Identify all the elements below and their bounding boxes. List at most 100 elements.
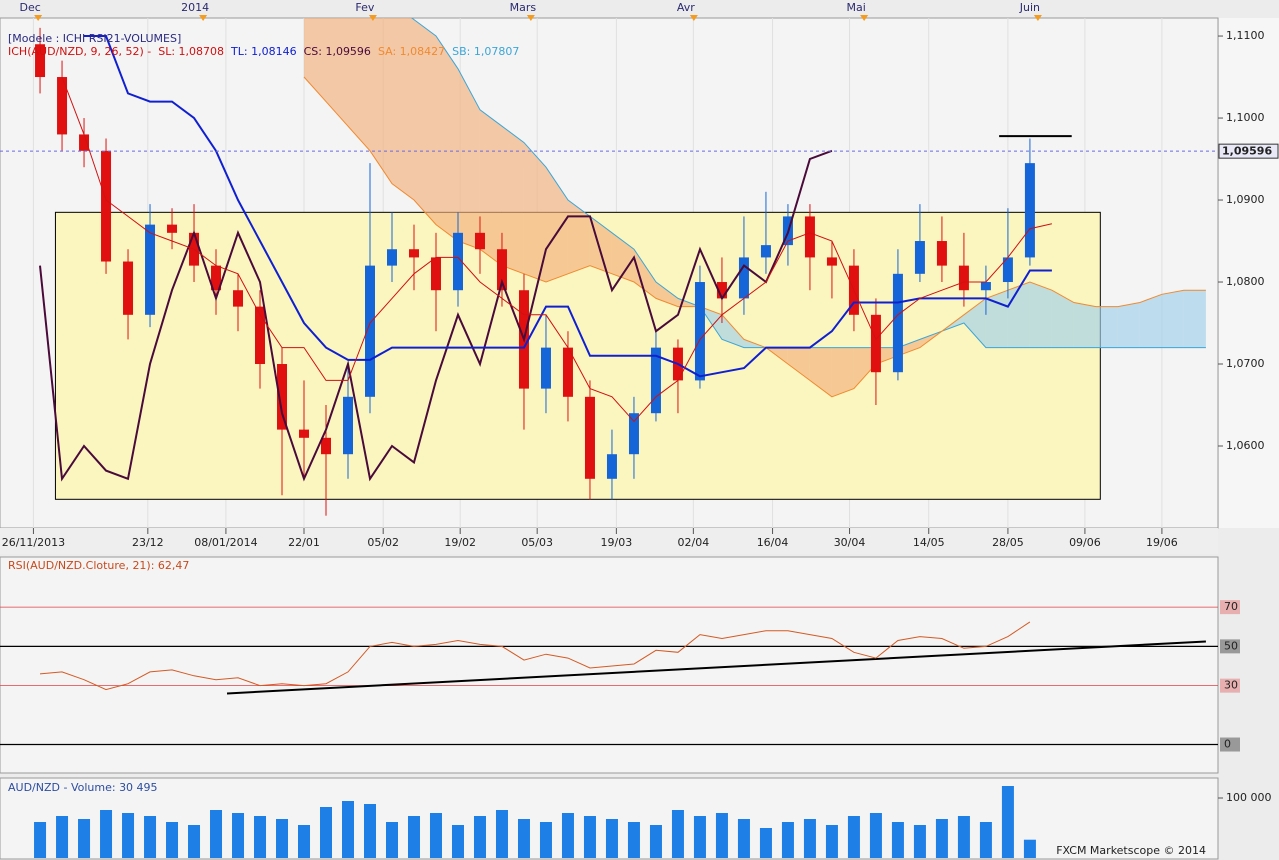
candle-body xyxy=(540,347,551,389)
ichimoku-line xyxy=(39,149,833,482)
volume-bar xyxy=(100,810,113,858)
candle-body xyxy=(35,44,46,78)
cloud xyxy=(457,68,480,250)
x-tick-label: 16/04 xyxy=(757,536,789,549)
last-price-label: 1,09596 xyxy=(1222,145,1272,158)
volume-bar xyxy=(232,813,245,858)
legend-entry: CS: 1,09596 xyxy=(304,45,371,58)
volume-bar xyxy=(671,810,684,858)
x-tick-label: 08/01/2014 xyxy=(194,536,257,549)
y-tick-label: 1,0600 xyxy=(1226,439,1265,452)
month-marker xyxy=(368,15,377,21)
candle-body xyxy=(233,290,244,307)
volume-bar xyxy=(847,816,860,858)
rsi-title: RSI(AUD/NZD.Cloture, 21): 62,47 xyxy=(8,559,189,572)
y-tick-label: 0 xyxy=(1224,738,1231,751)
candle-body xyxy=(343,396,353,455)
volume-bar xyxy=(342,801,354,858)
tick-box xyxy=(1220,737,1240,752)
cloud xyxy=(1073,302,1096,348)
legend-entry: TL: 1,08146 xyxy=(230,45,297,58)
candle-body xyxy=(145,224,156,315)
cloud xyxy=(348,18,370,151)
volume-bar xyxy=(320,807,333,858)
x-tick-label: 02/04 xyxy=(678,536,710,549)
cloud xyxy=(1029,282,1052,348)
cloud xyxy=(435,36,458,242)
y-tick-label: 1,0900 xyxy=(1226,193,1265,206)
candle-body xyxy=(123,261,134,315)
volume-bar xyxy=(210,810,223,858)
senkou-line xyxy=(411,18,1206,349)
cloud xyxy=(611,232,634,283)
x-tick-label: 28/05 xyxy=(992,536,1024,549)
candle-body xyxy=(628,413,639,455)
candle-body xyxy=(980,282,991,291)
candle-body xyxy=(211,265,222,291)
cloud xyxy=(1139,294,1162,348)
cloud xyxy=(897,339,920,356)
volume-bar xyxy=(803,819,816,858)
candle-body xyxy=(936,241,947,266)
volume-bar xyxy=(561,813,574,858)
volume-title: AUD/NZD - Volume: 30 495 xyxy=(8,781,158,794)
legend: ICH(AUD/NZD, 9, 26, 52) - SL: 1,08708 TL: … xyxy=(8,45,519,58)
y-tick-label: 1,1100 xyxy=(1226,29,1265,42)
candle-body xyxy=(694,282,705,381)
candle-body xyxy=(584,396,595,479)
x-tick-label: 30/04 xyxy=(834,536,866,549)
volume-bar xyxy=(935,819,948,858)
candle-body xyxy=(452,232,463,291)
volume-bar xyxy=(473,816,486,858)
cloud xyxy=(304,18,327,102)
volume-bar xyxy=(1023,839,1036,858)
volume-bar xyxy=(298,825,311,858)
candle-body xyxy=(562,347,573,397)
volume-bar xyxy=(1001,786,1014,858)
ichimoku-line xyxy=(84,35,1052,378)
volume-bar xyxy=(583,816,596,858)
candle-body xyxy=(738,257,749,299)
volume-bar xyxy=(122,813,135,858)
candle-body xyxy=(255,306,266,365)
volume-bar xyxy=(429,813,442,858)
x-tick-label: 05/02 xyxy=(367,536,399,549)
x-tick-label: 14/05 xyxy=(913,536,945,549)
x-tick-label: 23/12 xyxy=(132,536,164,549)
y-tick-label: 50 xyxy=(1224,639,1238,652)
volume-bar xyxy=(451,825,464,858)
tick-box xyxy=(1220,678,1240,693)
month-label: Dec xyxy=(19,1,40,14)
cloud xyxy=(875,347,898,365)
cloud xyxy=(1117,302,1140,348)
volume-bar xyxy=(737,819,750,858)
y-tick-label: 1,0800 xyxy=(1226,275,1265,288)
month-label: Mars xyxy=(510,1,537,14)
candle-body xyxy=(430,257,441,291)
cloud xyxy=(501,126,524,274)
legend-entry: SL: 1,08708 xyxy=(158,45,224,58)
cloud xyxy=(326,18,348,127)
footer: FXCM Marketscope © 2014 xyxy=(1056,844,1206,857)
volume-bar xyxy=(693,816,706,858)
volume-bar xyxy=(385,822,398,858)
candle-body xyxy=(408,249,419,258)
y-axis xyxy=(1219,18,1279,528)
y-tick-label: 1,0700 xyxy=(1226,357,1265,370)
month-label: Mai xyxy=(846,1,865,14)
candle-body xyxy=(870,314,881,373)
volume-bar xyxy=(605,819,618,858)
volume-bar xyxy=(957,816,970,858)
month-marker xyxy=(1033,15,1042,21)
month-marker xyxy=(34,15,43,21)
candle-body xyxy=(496,249,507,291)
volume-bar xyxy=(627,822,640,858)
y-tick-label: 100 000 xyxy=(1226,791,1272,804)
candle-body xyxy=(299,429,310,438)
month-label: Juin xyxy=(1019,1,1040,14)
tick-box xyxy=(1220,600,1240,615)
month-marker xyxy=(689,15,698,21)
volume-bar xyxy=(891,822,904,858)
volume-bar xyxy=(188,825,201,858)
candle-body xyxy=(79,134,90,151)
